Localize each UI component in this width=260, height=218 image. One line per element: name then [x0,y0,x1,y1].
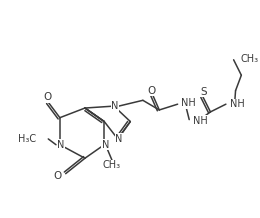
Text: NH: NH [230,99,244,109]
Text: N: N [57,140,64,150]
Text: N: N [102,140,109,150]
Text: CH₃: CH₃ [103,160,121,170]
Text: NH: NH [193,116,208,126]
Text: N: N [115,134,122,144]
Text: O: O [54,171,62,181]
Text: S: S [200,87,207,97]
Text: CH₃: CH₃ [240,54,258,64]
Text: O: O [147,86,156,96]
Text: O: O [43,92,51,102]
Text: H₃C: H₃C [18,134,36,144]
Text: NH: NH [180,98,195,108]
Text: N: N [111,101,119,111]
